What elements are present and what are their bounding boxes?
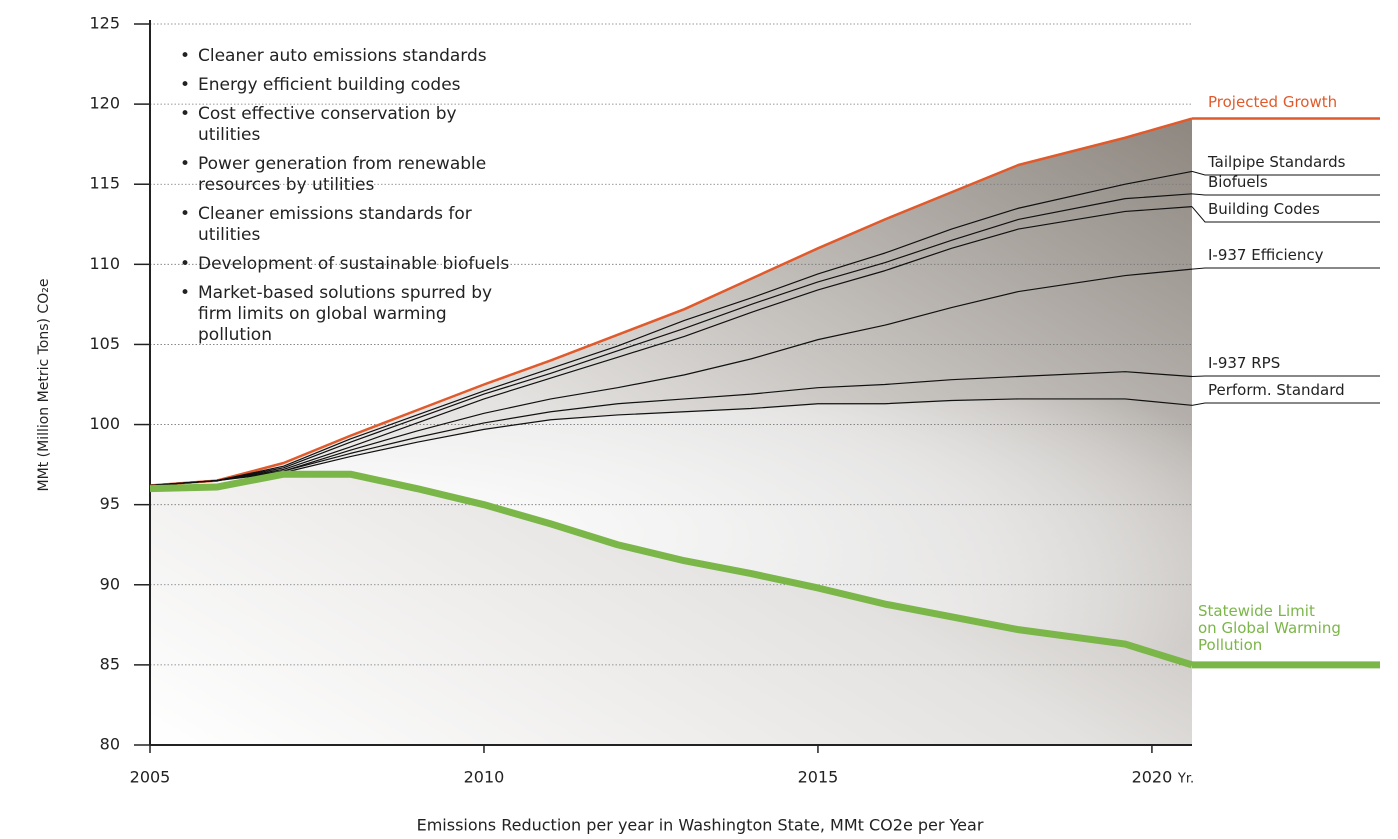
leader-line (1191, 206, 1380, 223)
series-line (149, 170, 1193, 487)
leader-line (1191, 170, 1380, 176)
policy-item: Cleaner auto emissions standards (178, 46, 523, 67)
y-tick-label: 120 (89, 94, 120, 113)
y-tick-label: 85 (100, 654, 120, 673)
policy-item: Cleaner emissions standards for utilitie… (178, 204, 523, 246)
series-label: Perform. Standard (1208, 381, 1345, 399)
y-tick-label: 110 (89, 254, 120, 273)
x-unit: Yr. (1177, 772, 1194, 787)
series-line (149, 206, 1193, 487)
series-label: Projected Growth (1208, 92, 1338, 111)
x-tick-label: 2015 (798, 768, 839, 787)
series-label: Building Codes (1208, 200, 1320, 218)
series-label: I-937 Efficiency (1208, 246, 1324, 264)
area-highlight (150, 398, 1192, 665)
series-line (149, 193, 1193, 487)
series-label: Biofuels (1208, 173, 1268, 191)
series-line (149, 470, 1194, 669)
series-label: Statewide Limit on Global Warming Pollut… (1198, 601, 1341, 654)
policy-item: Cost effective conservation by utilities (178, 104, 523, 146)
series-label: Tailpipe Standards (1208, 153, 1346, 171)
series-line (149, 117, 1193, 487)
x-tick-label: 2020 (1132, 768, 1173, 787)
policy-item: Power generation from renewable resource… (178, 154, 523, 196)
leader-line (1191, 267, 1380, 270)
y-tick-label: 115 (89, 174, 120, 193)
series-line (149, 268, 1193, 487)
x-axis-title: Emissions Reduction per year in Washingt… (417, 816, 984, 835)
x-tick-label: 2005 (130, 768, 171, 787)
series-label: I-937 RPS (1208, 354, 1281, 372)
y-tick-label: 90 (100, 574, 120, 593)
y-axis-title: MMt (Million Metric Tons) CO₂e (36, 279, 52, 492)
series-line (149, 371, 1193, 487)
series-line (149, 398, 1193, 487)
x-tick-label: 2010 (464, 768, 505, 787)
policy-item: Energy efficient building codes (178, 75, 523, 96)
leader-line (1191, 402, 1380, 406)
policy-item: Development of sustainable biofuels (178, 254, 523, 275)
y-tick-label: 125 (89, 14, 120, 33)
y-tick-label: 80 (100, 735, 120, 754)
y-tick-label: 100 (89, 414, 120, 433)
y-tick-label: 105 (89, 334, 120, 353)
policy-item: Market-based solutions spurred by firm l… (178, 283, 523, 346)
y-tick-label: 95 (100, 494, 120, 513)
policy-list: Cleaner auto emissions standards Energy e… (178, 46, 523, 354)
leader-line (1191, 193, 1380, 196)
